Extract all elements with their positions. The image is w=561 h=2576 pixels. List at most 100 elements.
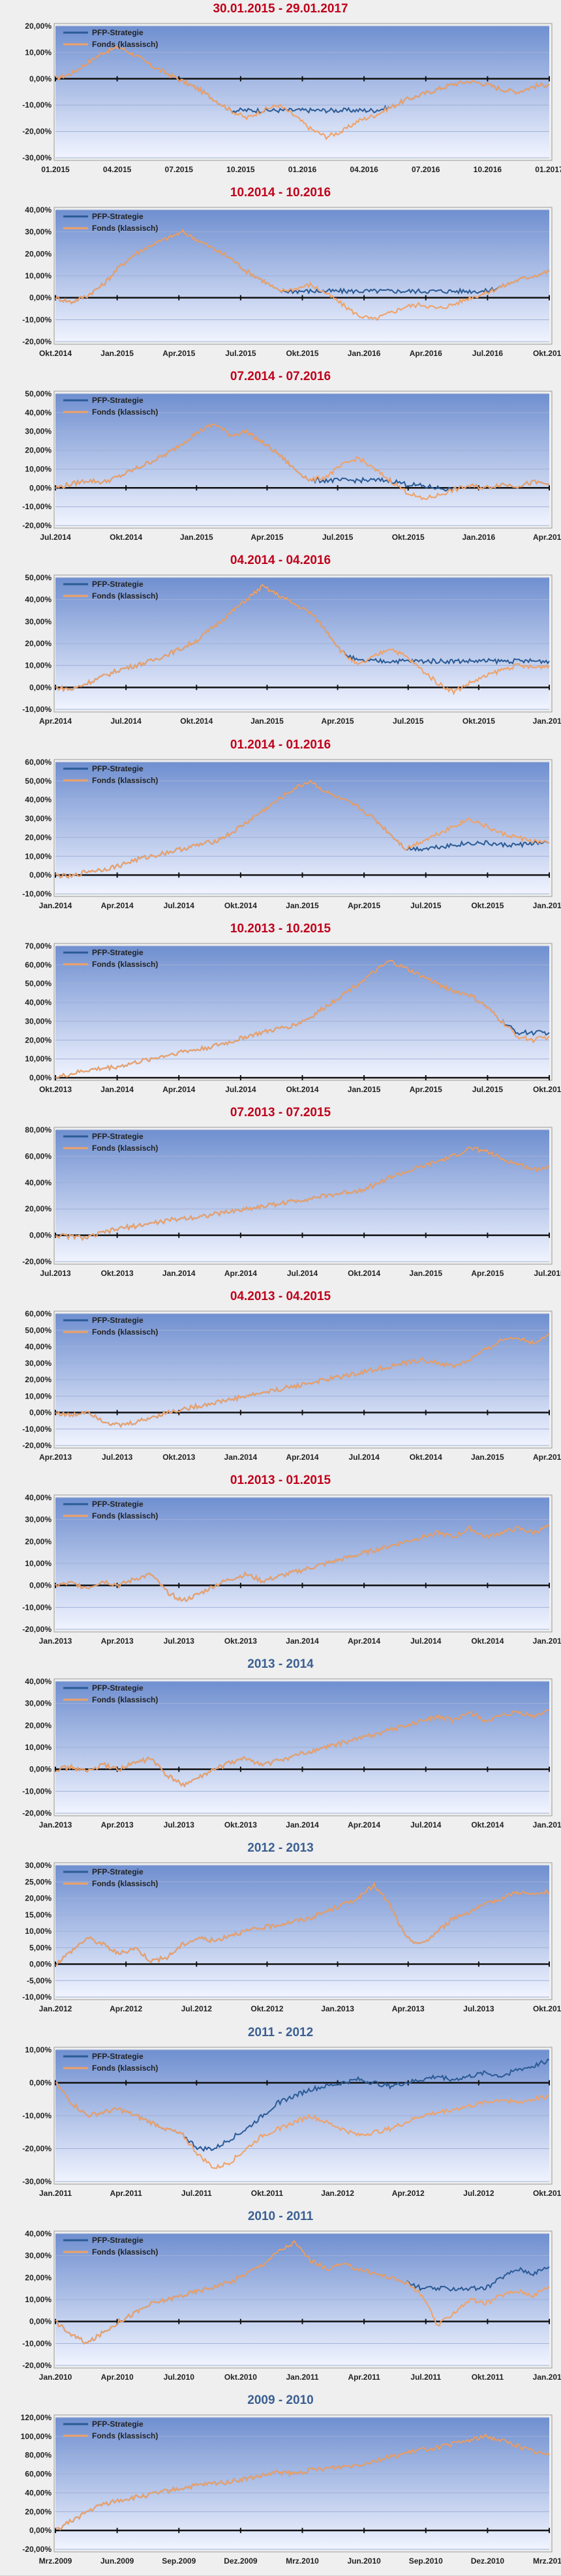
y-tick-label: 40,00% [25,998,52,1007]
legend-fund-label: Fonds (klassisch) [92,2064,158,2073]
x-tick-label: Okt.2015 [462,717,495,726]
x-tick-label: Dez.2010 [471,2556,505,2566]
x-tick-label: 04.2015 [103,165,132,174]
fund-series-line [55,45,550,141]
x-tick-label: Okt.2014 [224,901,257,910]
x-tick-label: Jan.2012 [39,2004,72,2013]
legend-strategy-label: PFP-Strategie [92,2236,144,2245]
x-tick-label: Jan.2013 [321,2004,354,2013]
y-tick-label: 60,00% [25,1151,52,1161]
y-tick-label: -20,00% [22,127,52,136]
y-tick-label: -5,00% [27,1976,52,1985]
x-tick-label: Apr.2015 [410,1085,442,1094]
y-tick-label: 30,00% [25,427,52,436]
y-tick-label: 20,00% [25,1894,52,1903]
legend-strategy-label: PFP-Strategie [92,212,144,221]
y-tick-label: 20,00% [25,2507,52,2516]
x-tick-label: Jan.2014 [286,1820,319,1829]
x-tick-label: Jan.2016 [533,901,561,910]
y-tick-label: 25,00% [25,1878,52,1887]
chart-title: 04.2013 - 04.2015 [230,1290,331,1303]
x-tick-label: Jul.2014 [225,1085,256,1094]
y-tick-label: -20,00% [22,337,52,346]
legend-fund-label: Fonds (klassisch) [92,591,158,600]
y-tick-label: -10,00% [22,315,52,324]
fund-series-line [55,959,550,1078]
y-tick-label: 80,00% [25,1125,52,1134]
fund-series-line [55,1709,550,1788]
y-tick-label: -20,00% [22,1809,52,1818]
x-tick-label: Jul.2014 [40,533,71,542]
x-tick-label: Jul.2014 [348,1453,380,1462]
x-tick-label: Apr.2013 [392,2004,425,2013]
x-tick-label: Jul.2015 [322,533,354,542]
legend-strategy-label: PFP-Strategie [92,1500,144,1509]
x-tick-label: Apr.2015 [322,717,354,726]
chart-panel: 2013 - 2014 -20,00% -10,00% 0,00% 10,00% 20,0… [0,1655,561,1841]
y-tick-label: 0,00% [29,1581,52,1590]
y-tick-label: 60,00% [25,960,52,970]
y-tick-label: 20,00% [25,639,52,648]
y-tick-label: 0,00% [29,293,52,303]
x-tick-label: 07.2016 [412,165,440,174]
x-tick-label: Jul.2012 [181,2004,213,2013]
legend: PFP-Strategie Fonds (klassisch) [63,396,158,417]
legend-fund-label: Fonds (klassisch) [92,40,158,49]
chart-panel: 07.2013 - 07.2015 -20,00% 0,00% 20,00% 40,00… [0,1103,561,1288]
chart-title: 10.2013 - 10.2015 [230,921,331,936]
x-tick-label: Apr.2010 [101,2373,134,2382]
x-tick-label: Jul.2014 [410,1636,442,1646]
y-tick-label: 60,00% [25,758,52,767]
x-tick-label: Apr.2014 [162,1085,195,1094]
y-tick-label: -20,00% [22,1257,52,1266]
legend: PFP-Strategie Fonds (klassisch) [63,764,158,785]
y-tick-label: 10,00% [25,661,52,670]
y-tick-label: 20,00% [25,446,52,455]
x-tick-label: Apr.2014 [348,1636,380,1646]
y-tick-label: 120,00% [21,2413,52,2422]
plot-area [55,1129,549,1262]
y-tick-label: 60,00% [25,2469,52,2478]
y-tick-label: 30,00% [25,2251,52,2260]
y-tick-label: 40,00% [25,408,52,417]
y-tick-label: 50,00% [25,573,52,582]
x-tick-label: Jan.2014 [39,901,72,910]
x-tick-label: Apr.2014 [224,1269,257,1278]
y-tick-label: -10,00% [22,2111,52,2120]
legend-fund-label: Fonds (klassisch) [92,776,158,785]
y-tick-label: 40,00% [25,1677,52,1686]
fund-series-line [55,2433,550,2531]
x-tick-label: Apr.2015 [533,1453,561,1462]
y-tick-label: -10,00% [22,705,52,714]
legend: PFP-Strategie Fonds (klassisch) [63,1500,158,1520]
y-tick-label: 40,00% [25,205,52,215]
plot-frame [53,574,553,713]
x-tick-label: Jul.2012 [463,2189,494,2198]
x-tick-label: Okt.2015 [471,901,504,910]
x-tick-label: Jan.2015 [250,717,284,726]
y-tick-label: 40,00% [25,1493,52,1502]
y-tick-label: 0,00% [29,74,52,83]
chart-svg: -10,00% 0,00% 10,00% 20,00% 30,00% 40,00% 50,0… [22,758,561,910]
x-tick-label: Okt.2013 [39,1085,72,1094]
y-tick-label: 10,00% [25,465,52,474]
x-tick-label: Mrz.2010 [286,2556,319,2566]
chart-svg: -20,00% -10,00% 0,00% 10,00% 20,00% 30,00% 40,… [22,1309,561,1462]
x-tick-label: 01.2017 [535,165,561,174]
y-tick-label: 40,00% [25,795,52,804]
y-tick-label: 30,00% [25,1016,52,1026]
x-tick-label: Jan.2015 [533,1636,561,1646]
y-tick-label: 5,00% [29,1944,52,1953]
y-tick-label: 0,00% [29,2317,52,2326]
plot-area [55,2417,549,2549]
x-tick-label: 10.2016 [474,165,502,174]
y-tick-label: 20,00% [25,1035,52,1044]
y-tick-label: -10,00% [22,100,52,110]
x-tick-label: Okt.2016 [533,349,561,358]
x-tick-label: Okt.2014 [348,1269,380,1278]
x-tick-label: Jul.2014 [164,901,195,910]
x-tick-label: Apr.2012 [110,2004,142,2013]
y-tick-label: 20,00% [25,249,52,258]
y-tick-label: -20,00% [22,2545,52,2554]
legend: PFP-Strategie Fonds (klassisch) [63,2236,158,2257]
